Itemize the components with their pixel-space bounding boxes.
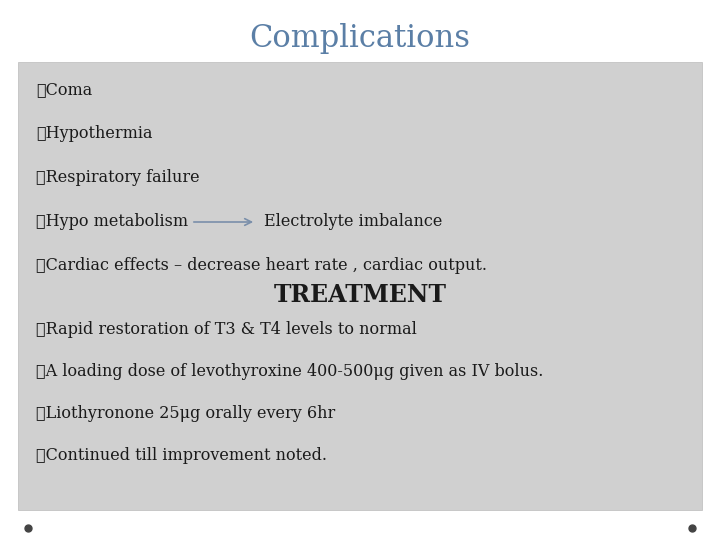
Text: ✓Hypo metabolism: ✓Hypo metabolism — [36, 213, 188, 231]
Text: Complications: Complications — [250, 23, 470, 53]
Text: ➤Continued till improvement noted.: ➤Continued till improvement noted. — [36, 448, 327, 464]
Text: Electrolyte imbalance: Electrolyte imbalance — [264, 213, 442, 231]
Text: TREATMENT: TREATMENT — [274, 283, 446, 307]
Bar — [18, 62, 702, 510]
Text: ➤Liothyronone 25μg orally every 6hr: ➤Liothyronone 25μg orally every 6hr — [36, 406, 336, 422]
Text: ✓Respiratory failure: ✓Respiratory failure — [36, 170, 199, 186]
Text: ➤A loading dose of levothyroxine 400-500μg given as IV bolus.: ➤A loading dose of levothyroxine 400-500… — [36, 363, 544, 381]
Text: ✓Hypothermia: ✓Hypothermia — [36, 125, 153, 143]
Text: ✓Coma: ✓Coma — [36, 82, 92, 98]
Text: ✓Cardiac effects – decrease heart rate , cardiac output.: ✓Cardiac effects – decrease heart rate ,… — [36, 258, 487, 274]
Text: ➤Rapid restoration of T3 & T4 levels to normal: ➤Rapid restoration of T3 & T4 levels to … — [36, 321, 417, 339]
